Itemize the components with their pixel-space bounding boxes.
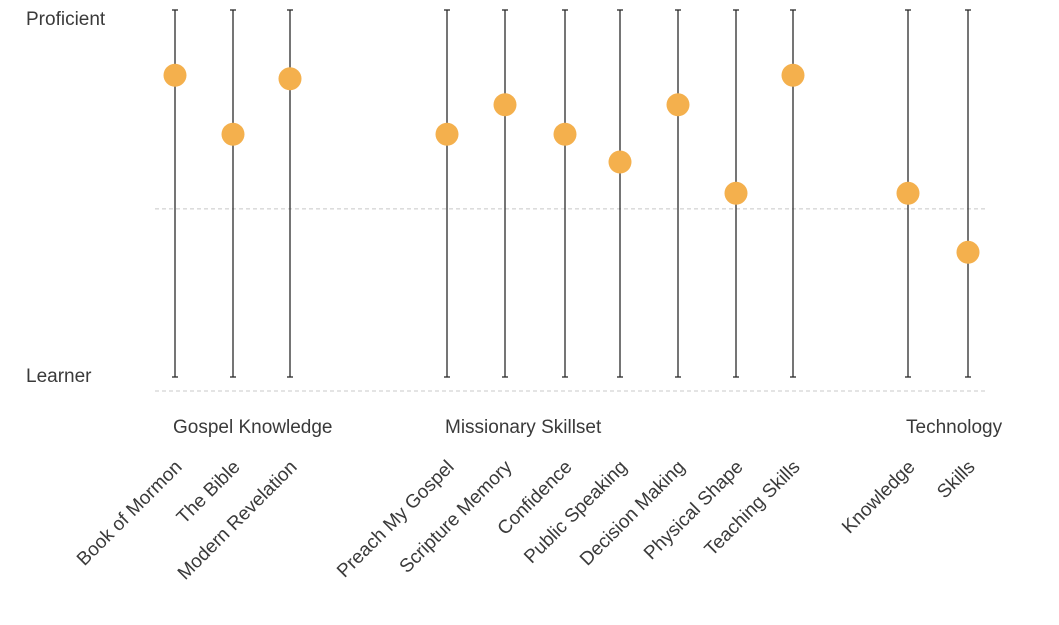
data-point: [896, 181, 920, 205]
reference-lines: [155, 208, 988, 392]
data-point: [163, 63, 187, 87]
category-label: Physical Shape: [640, 457, 747, 564]
data-point: [781, 63, 805, 87]
category-label: Skills: [933, 457, 979, 503]
stems: [172, 9, 971, 378]
category-label: Scripture Memory: [396, 456, 517, 577]
group-label: Missionary Skillset: [445, 417, 602, 438]
category-label: Book of Mormon: [73, 457, 186, 570]
data-point: [553, 122, 577, 146]
data-point: [278, 67, 302, 91]
data-point: [956, 240, 980, 264]
category-label: Knowledge: [838, 457, 919, 538]
category-label: Decision Making: [576, 457, 689, 570]
group-label: Technology: [906, 417, 1003, 438]
y-axis-top-label: Proficient: [26, 9, 106, 30]
data-point: [435, 122, 459, 146]
data-point: [221, 122, 245, 146]
data-point: [666, 93, 690, 117]
data-point: [493, 93, 517, 117]
group-label: Gospel Knowledge: [173, 417, 333, 438]
y-axis-bottom-label: Learner: [26, 366, 92, 387]
data-points: [163, 63, 980, 264]
group-labels: Gospel Knowledge Missionary Skillset Techn…: [173, 417, 1003, 438]
category-label: Public Speaking: [520, 457, 631, 568]
data-point: [724, 181, 748, 205]
data-point: [608, 150, 632, 174]
